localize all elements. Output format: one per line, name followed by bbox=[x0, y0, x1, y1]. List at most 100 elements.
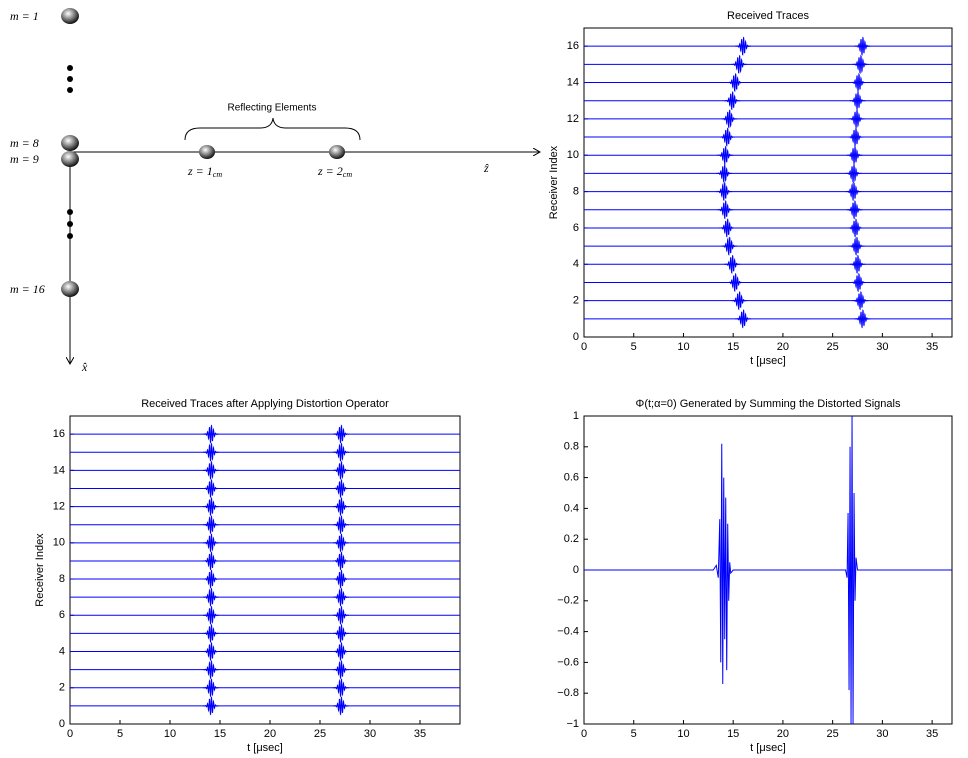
y-tick-label: 0 bbox=[573, 331, 579, 343]
wavelet bbox=[854, 36, 871, 56]
reflector-unit: cm bbox=[343, 170, 353, 179]
wavelet bbox=[848, 109, 865, 129]
wavelet bbox=[735, 36, 752, 56]
reflector-label: z = 2cm bbox=[317, 164, 352, 179]
y-tick-label: 0.2 bbox=[564, 533, 579, 545]
x-tick-label: 30 bbox=[364, 728, 376, 740]
x-tick-label: 20 bbox=[777, 728, 789, 740]
wavelet bbox=[202, 569, 219, 589]
wavelet bbox=[203, 678, 220, 698]
wavelet bbox=[717, 145, 734, 165]
wavelet bbox=[333, 551, 350, 571]
wavelet bbox=[850, 72, 867, 93]
element-label: m = 1 bbox=[10, 9, 39, 23]
wavelet bbox=[852, 54, 869, 74]
y-axis-label: Receiver Index bbox=[548, 145, 560, 219]
chart: Received Traces t [μsec] Receiver Index 0 5 1… bbox=[548, 10, 953, 367]
wavelet bbox=[719, 218, 736, 238]
array-element bbox=[61, 135, 79, 151]
wavelet bbox=[845, 182, 862, 202]
chart-title: Received Traces after Applying Distortio… bbox=[141, 398, 389, 410]
y-tick-label: 10 bbox=[53, 537, 65, 549]
wavelet bbox=[721, 236, 738, 256]
wavelet bbox=[332, 642, 350, 662]
x-tick-label: 15 bbox=[214, 728, 226, 740]
wavelet bbox=[846, 200, 863, 220]
y-tick-label: 4 bbox=[59, 645, 65, 657]
y-tick-label: 16 bbox=[53, 428, 65, 440]
y-tick-label: 12 bbox=[53, 500, 65, 512]
wavelet bbox=[333, 678, 350, 698]
wavelet bbox=[847, 127, 864, 147]
x-tick-label: 5 bbox=[631, 728, 637, 740]
wavelet bbox=[735, 309, 752, 329]
y-tick-label: 0.4 bbox=[564, 502, 579, 514]
y-tick-label: 16 bbox=[567, 40, 579, 52]
wavelet bbox=[724, 91, 741, 111]
wavelet bbox=[202, 442, 219, 462]
wavelet bbox=[845, 163, 862, 183]
x-tick-label: 0 bbox=[581, 728, 587, 740]
wavelet bbox=[716, 163, 733, 183]
wavelet bbox=[332, 442, 349, 462]
wavelet bbox=[332, 497, 349, 517]
x-tick-label: 30 bbox=[876, 341, 888, 353]
wavelet bbox=[202, 642, 220, 662]
wavelet bbox=[203, 623, 220, 643]
y-tick-label: 1 bbox=[573, 410, 579, 422]
wavelet bbox=[727, 72, 744, 93]
element-label: m = 8 bbox=[10, 136, 39, 150]
x-tick-label: 10 bbox=[164, 728, 176, 740]
y-tick-label: −1 bbox=[566, 718, 579, 730]
wavelet bbox=[850, 272, 867, 293]
x-tick-label: 35 bbox=[414, 728, 426, 740]
y-tick-label: 2 bbox=[59, 682, 65, 694]
wavelet bbox=[332, 660, 349, 680]
y-tick-label: 6 bbox=[59, 609, 65, 621]
wavelet bbox=[848, 236, 865, 256]
wavelet bbox=[849, 254, 866, 274]
wavelet bbox=[203, 460, 220, 480]
wavelet bbox=[852, 291, 869, 311]
reflector bbox=[199, 145, 215, 159]
x-tick-label: 15 bbox=[727, 341, 739, 353]
plot-area bbox=[583, 27, 953, 338]
y-tick-label: 12 bbox=[567, 113, 579, 125]
chart: Φ(t;α=0) Generated by Summing the Distor… bbox=[557, 398, 953, 754]
wavelet bbox=[724, 254, 741, 274]
wavelet bbox=[332, 515, 349, 535]
reflector-position: z = 2 bbox=[317, 164, 343, 178]
wavelet bbox=[333, 533, 350, 553]
wavelet bbox=[716, 182, 733, 202]
array-diagram: ẑ x̂ m = 1 m = 8 m = 9 m = 16 Reflecting… bbox=[10, 8, 540, 374]
signal-line bbox=[584, 415, 952, 725]
wavelet bbox=[202, 660, 219, 680]
y-tick-label: 0 bbox=[59, 718, 65, 730]
wavelet bbox=[333, 460, 350, 480]
y-tick-label: 2 bbox=[573, 295, 579, 307]
wavelet bbox=[333, 623, 350, 643]
chart-title: Φ(t;α=0) Generated by Summing the Distor… bbox=[636, 398, 901, 410]
x-tick-label: 5 bbox=[631, 341, 637, 353]
x-tick-label: 5 bbox=[117, 728, 123, 740]
wavelet bbox=[202, 424, 219, 444]
wavelet bbox=[203, 533, 220, 553]
reflector bbox=[329, 145, 345, 159]
wavelet bbox=[333, 605, 350, 625]
x-axis-label: x̂ bbox=[81, 360, 88, 374]
wavelet bbox=[846, 145, 863, 165]
y-tick-label: 4 bbox=[573, 258, 579, 270]
y-tick-label: 0.6 bbox=[564, 472, 579, 484]
wavelet bbox=[202, 587, 219, 607]
array-element bbox=[61, 151, 79, 167]
y-tick-label: 8 bbox=[59, 573, 65, 585]
chart: Received Traces after Applying Distortio… bbox=[34, 398, 461, 754]
wavelet bbox=[727, 272, 744, 293]
y-tick-label: 10 bbox=[567, 149, 579, 161]
x-tick-label: 35 bbox=[926, 341, 938, 353]
x-tick-label: 30 bbox=[876, 728, 888, 740]
wavelet bbox=[332, 424, 349, 444]
reflector-unit: cm bbox=[213, 170, 223, 179]
